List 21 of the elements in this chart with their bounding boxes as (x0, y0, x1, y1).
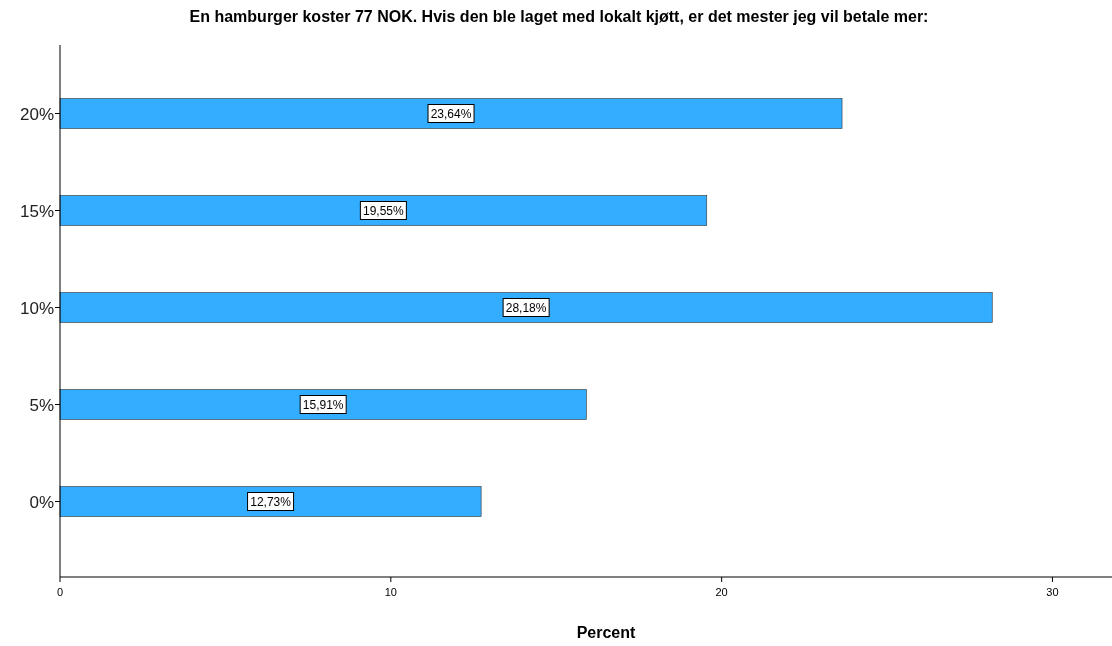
data-label: 12,73% (250, 495, 292, 509)
bar (59, 389, 587, 420)
x-axis-title: Percent (576, 624, 637, 641)
data-label: 15,91% (302, 398, 344, 412)
data-label: 23,64% (430, 107, 472, 121)
y-tick-label: 15% (19, 201, 54, 221)
x-tick-label: 20 (715, 586, 728, 598)
y-tick-label: 5% (29, 395, 54, 415)
y-tick-label: 0% (29, 492, 54, 512)
bar (59, 195, 708, 226)
chart-title: En hamburger koster 77 NOK. Hvis den ble laget med lokalt kjøtt, er det mester jeg vil betale mer: (189, 8, 929, 25)
bar (59, 98, 843, 129)
x-tick-label: 30 (1046, 586, 1059, 598)
data-label: 28,18% (505, 301, 547, 315)
x-tick-label: 10 (384, 586, 397, 598)
x-tick-label: 0 (56, 586, 64, 598)
data-label: 19,55% (363, 204, 405, 218)
y-tick-label: 10% (19, 298, 54, 318)
y-tick-label: 20% (19, 104, 54, 124)
bar (59, 292, 993, 323)
bar (59, 486, 482, 517)
